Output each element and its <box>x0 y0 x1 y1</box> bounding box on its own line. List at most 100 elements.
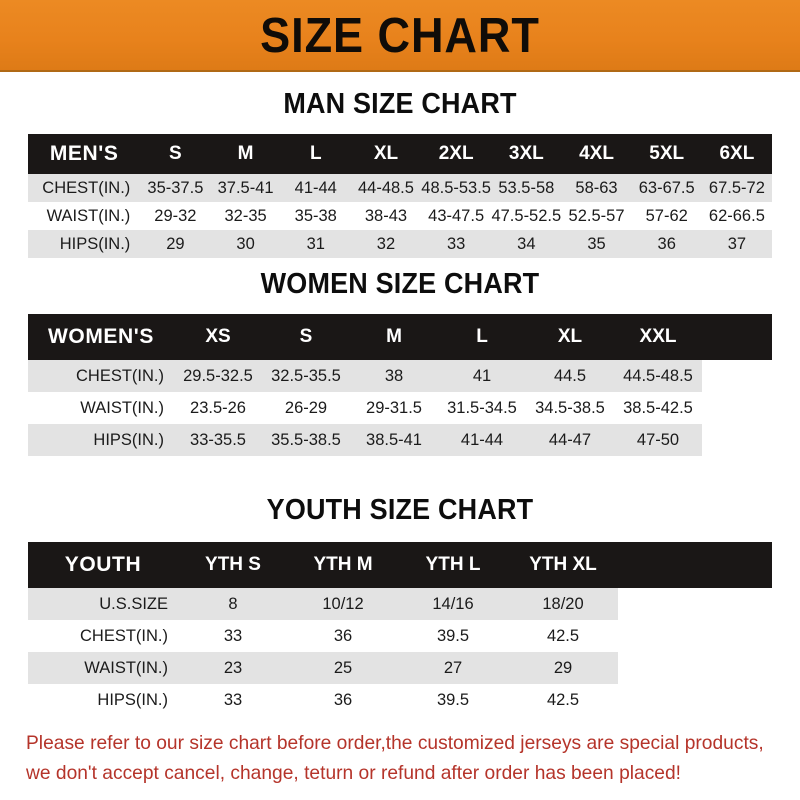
men-size-header-6xl: 6XL <box>719 143 755 164</box>
measurement-cell: 23 <box>178 652 288 684</box>
women-row-spacer <box>702 360 772 392</box>
table-row: HIPS(IN.) 33 36 39.5 42.5 <box>28 684 772 716</box>
women-size-header-m: M <box>386 326 402 347</box>
youth-header-row: YOUTH YTH S YTH M YTH L YTH XL <box>28 542 772 588</box>
youth-row-spacer <box>618 652 772 684</box>
men-size-header-xl: XL <box>373 143 399 164</box>
measurement-cell: 34 <box>491 230 562 258</box>
table-row: HIPS(IN.) 33-35.5 35.5-38.5 38.5-41 41-44 44-… <box>28 424 772 456</box>
measurement-cell: 38-43 <box>350 202 422 230</box>
order-policy-line-1: Please refer to our size chart before or… <box>26 732 764 754</box>
men-size-header-5xl: 5XL <box>649 143 685 164</box>
measurement-cell: 35.5-38.5 <box>262 424 350 456</box>
measurement-cell: 41-44 <box>438 424 526 456</box>
measurement-cell: 35 <box>561 230 632 258</box>
measurement-cell: 57-62 <box>631 202 702 230</box>
measurement-cell: 44.5-48.5 <box>614 360 702 392</box>
men-size-header-s: S <box>169 143 182 164</box>
measurement-cell: 52.5-57 <box>561 202 632 230</box>
measurement-cell: 37.5-41 <box>210 174 281 202</box>
women-size-header-xs: XS <box>205 326 231 347</box>
measurement-cell: 37 <box>701 230 772 258</box>
measurement-cell: 44.5 <box>526 360 614 392</box>
order-policy-note: Please refer to our size chart before or… <box>26 728 767 788</box>
measurement-cell: 14/16 <box>398 588 508 620</box>
youth-row-label-waist-in-: WAIST(IN.) <box>28 652 178 684</box>
measurement-cell: 47-50 <box>614 424 702 456</box>
women-header-row: WOMEN'S XS S M L XL XXL <box>28 314 772 360</box>
measurement-cell: 32.5-35.5 <box>262 360 350 392</box>
measurement-cell: 8 <box>178 588 288 620</box>
table-row: CHEST(IN.) 35-37.5 37.5-41 41-44 44-48.5 48.5… <box>28 174 772 202</box>
men-size-header-4xl: 4XL <box>579 143 614 164</box>
measurement-cell: 32 <box>350 230 422 258</box>
table-row: WAIST(IN.) 23.5-26 26-29 29-31.5 31.5-34.5 34… <box>28 392 772 424</box>
youth-row-label-chest-in-: CHEST(IN.) <box>28 620 178 652</box>
women-row-label-hips-in-: HIPS(IN.) <box>28 424 174 456</box>
table-row: CHEST(IN.) 29.5-32.5 32.5-35.5 38 41 44.5 44.5… <box>28 360 772 392</box>
youth-header-label: YOUTH <box>64 553 142 576</box>
women-row-spacer <box>702 392 772 424</box>
youth-size-header-yth-l: YTH L <box>425 554 481 575</box>
measurement-cell: 26-29 <box>262 392 350 424</box>
measurement-cell: 33 <box>178 620 288 652</box>
measurement-cell: 33-35.5 <box>174 424 262 456</box>
measurement-cell: 30 <box>210 230 281 258</box>
measurement-cell: 67.5-72 <box>701 174 772 202</box>
measurement-cell: 62-66.5 <box>701 202 772 230</box>
men-size-header-3xl: 3XL <box>508 143 544 164</box>
measurement-cell: 58-63 <box>561 174 632 202</box>
measurement-cell: 39.5 <box>398 684 508 716</box>
measurement-cell: 44-48.5 <box>350 174 422 202</box>
table-row: WAIST(IN.) 23 25 27 29 <box>28 652 772 684</box>
measurement-cell: 34.5-38.5 <box>526 392 614 424</box>
measurement-cell: 42.5 <box>508 684 618 716</box>
measurement-cell: 53.5-58 <box>491 174 562 202</box>
men-row-label-waist-in-: WAIST(IN.) <box>28 202 141 230</box>
measurement-cell: 38.5-41 <box>350 424 438 456</box>
banner-underline <box>0 70 800 72</box>
measurement-cell: 36 <box>631 230 702 258</box>
women-row-label-waist-in-: WAIST(IN.) <box>28 392 174 424</box>
measurement-cell: 44-47 <box>526 424 614 456</box>
youth-header-spacer <box>618 542 772 588</box>
measurement-cell: 25 <box>288 652 398 684</box>
measurement-cell: 29 <box>140 230 211 258</box>
page-banner: SIZE CHART <box>0 0 800 72</box>
order-policy-line-2: we don't accept cancel, change, teturn o… <box>26 762 682 784</box>
measurement-cell: 35-38 <box>280 202 351 230</box>
youth-row-label-u-s-size: U.S.SIZE <box>28 588 178 620</box>
table-row: HIPS(IN.) 29 30 31 32 33 34 35 36 37 <box>28 230 772 258</box>
measurement-cell: 29-32 <box>140 202 211 230</box>
measurement-cell: 29-31.5 <box>350 392 438 424</box>
banner-title: SIZE CHART <box>260 8 540 63</box>
measurement-cell: 33 <box>421 230 492 258</box>
measurement-cell: 10/12 <box>288 588 398 620</box>
youth-row-spacer <box>618 588 772 620</box>
youth-row-spacer <box>618 684 772 716</box>
measurement-cell: 23.5-26 <box>174 392 262 424</box>
men-size-header-2xl: 2XL <box>438 143 474 164</box>
youth-size-chart-table: YOUTH YTH S YTH M YTH L YTH XL U.S.SIZE 8 10/12… <box>28 542 772 716</box>
measurement-cell: 63-67.5 <box>631 174 702 202</box>
women-size-header-xxl: XXL <box>639 326 677 347</box>
men-row-label-chest-in-: CHEST(IN.) <box>28 174 141 202</box>
measurement-cell: 47.5-52.5 <box>491 202 562 230</box>
measurement-cell: 48.5-53.5 <box>421 174 492 202</box>
measurement-cell: 31.5-34.5 <box>438 392 526 424</box>
men-size-chart-table: MEN'S S M L XL 2XL 3XL 4XL 5XL 6XL CHEST(IN.) 35-37… <box>28 134 772 258</box>
measurement-cell: 35-37.5 <box>140 174 211 202</box>
youth-size-header-yth-m: YTH M <box>313 554 373 575</box>
measurement-cell: 38 <box>350 360 438 392</box>
measurement-cell: 27 <box>398 652 508 684</box>
section-title-youth: YOUTH SIZE CHART <box>266 494 534 526</box>
men-size-header-m: M <box>237 143 254 164</box>
youth-row-label-hips-in-: HIPS(IN.) <box>28 684 178 716</box>
women-row-spacer <box>702 424 772 456</box>
men-size-header-l: L <box>309 143 322 164</box>
measurement-cell: 33 <box>178 684 288 716</box>
women-header-spacer <box>702 314 772 360</box>
section-title-women: WOMEN SIZE CHART <box>260 268 540 300</box>
women-size-chart-table: WOMEN'S XS S M L XL XXL CHEST(IN.) 29.5-32.5 32.5… <box>28 314 772 456</box>
